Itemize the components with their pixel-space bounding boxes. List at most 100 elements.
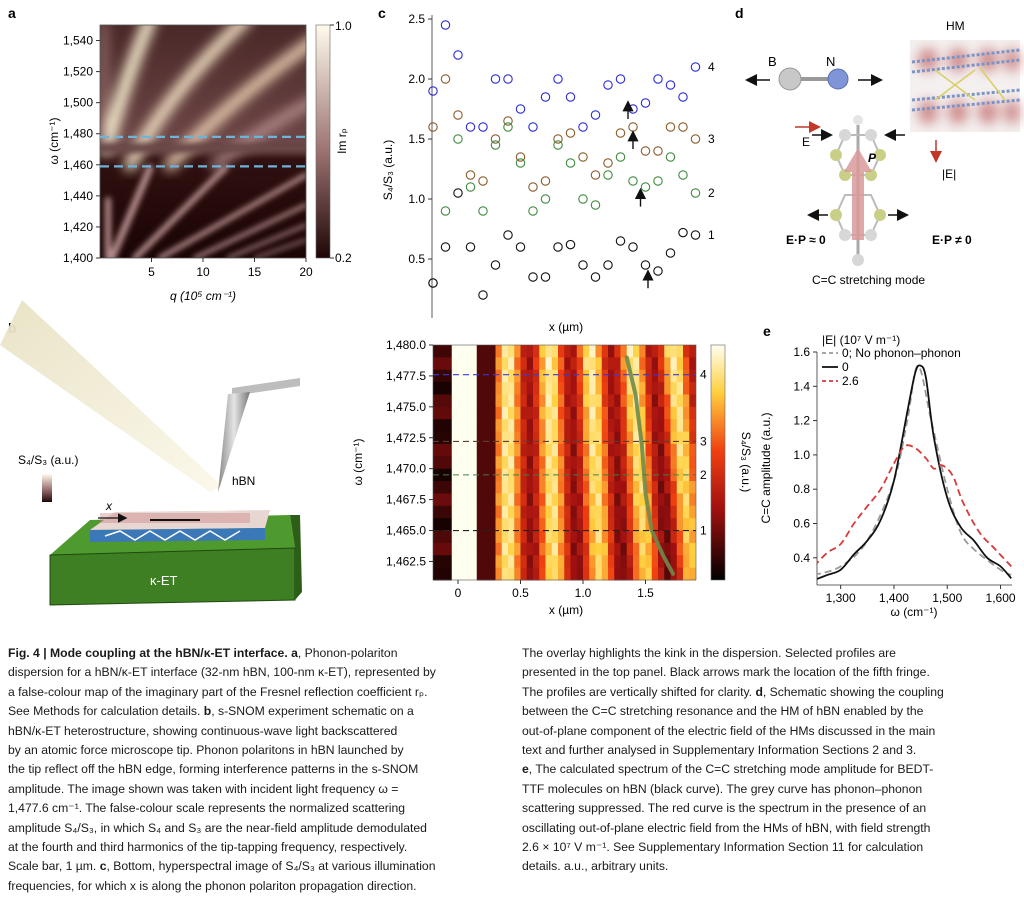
- spectrum-y-axis: 0.4 0.6 0.8 1.0 1.2 1.4 1.6: [793, 345, 817, 565]
- heatmap-cell: [670, 555, 678, 569]
- heatmap-cell: [483, 505, 490, 519]
- profile-point: [528, 206, 538, 216]
- heatmap-cell: [483, 443, 490, 457]
- heatmap-cell: [620, 493, 628, 507]
- heatmap-cell: [595, 493, 603, 507]
- heatmap-cell: [458, 456, 465, 470]
- heatmap-cell: [458, 406, 465, 420]
- heatmap-cell: [551, 345, 559, 358]
- spectrum-x-axis: 1,300 1,400 1,500 1,600: [826, 585, 1016, 605]
- heatmap-cell: [545, 394, 553, 408]
- heatmap-cell: [595, 382, 603, 395]
- heatmap-cell: [439, 542, 446, 556]
- heatmap-cell: [551, 530, 559, 544]
- profile-point: [628, 176, 638, 186]
- heatmap-cell: [689, 542, 696, 556]
- heatmap-cell: [639, 518, 646, 532]
- heatmap-cell: [651, 555, 659, 569]
- heatmap-cell: [608, 505, 615, 519]
- heatmap-cell: [570, 456, 578, 470]
- heatmap-cell: [645, 431, 653, 445]
- heatmap-cell: [520, 493, 528, 507]
- heatmap-cell: [451, 345, 459, 358]
- heatmap-cell: [514, 406, 521, 420]
- heatmap-cell: [551, 481, 559, 494]
- heatmap-cell: [620, 530, 628, 544]
- heatmap-cell: [570, 493, 578, 507]
- caption-line: dispersion for a hBN/κ-ET interface (32-…: [8, 663, 436, 682]
- heatmap-cell: [633, 456, 640, 470]
- heatmap-cell: [670, 530, 678, 544]
- heatmap-cell: [670, 419, 678, 433]
- caption-text: , The calculated spectrum of the C=C str…: [528, 762, 934, 777]
- afm-tip: [218, 392, 250, 492]
- y-tick-label: 0.6: [793, 517, 810, 531]
- caption-text: The overlay highlights the kink in the d…: [522, 646, 896, 660]
- heatmap-cell: [451, 406, 459, 420]
- heatmap-cell: [501, 345, 509, 358]
- caption-line: The overlay highlights the kink in the d…: [522, 644, 944, 663]
- heatmap-cell: [539, 542, 546, 556]
- heatmap-cell: [589, 493, 596, 507]
- heatmap-cell: [433, 542, 440, 556]
- heatmap-cell: [614, 431, 621, 445]
- profile-point: [453, 50, 463, 60]
- profile-point: [553, 242, 563, 252]
- heatmap-cell: [514, 419, 521, 433]
- heatmap-cell: [558, 406, 565, 420]
- atom-n-label: N: [826, 54, 835, 69]
- heatmap-cell: [558, 369, 565, 383]
- heatmap-cell: [664, 530, 671, 544]
- heatmap-cell: [626, 505, 634, 519]
- heatmap-cell: [620, 394, 628, 408]
- heatmap-cell: [433, 505, 440, 519]
- heatmap-cell: [533, 431, 540, 445]
- heatmap-cell: [501, 456, 509, 470]
- caption-line: See Methods for calculation details. b, …: [8, 702, 436, 721]
- caption-text: Scale bar, 1 µm.: [8, 859, 100, 874]
- heatmap-cell: [533, 518, 540, 532]
- heatmap-cell: [526, 443, 534, 457]
- heatmap-cell: [689, 481, 696, 494]
- panel-e: e 0.40.60.81.01.21.41.6 1,300 1,400 1,500 1…: [759, 323, 1016, 619]
- heatmap-cell: [576, 382, 584, 395]
- heatmap-cell: [676, 555, 684, 569]
- profile-points: [428, 20, 701, 300]
- heatmap-cell: [433, 431, 440, 445]
- heatmap-cell: [451, 357, 459, 371]
- heatmap-cell: [489, 468, 496, 482]
- heatmap-cell: [576, 505, 584, 519]
- heatmap-cell: [614, 357, 621, 371]
- heatmap-cell: [514, 518, 521, 532]
- heatmap-cell: [664, 493, 671, 507]
- heatmap-cell: [595, 456, 603, 470]
- heatmap-cell: [689, 369, 696, 383]
- heatmap-cell: [645, 394, 653, 408]
- heatmap-cell: [576, 555, 584, 569]
- heatmap-cell: [545, 456, 553, 470]
- heatmap-cell: [558, 419, 565, 433]
- heatmap-cell: [676, 369, 684, 383]
- panel-b: b x hBN κ-ET S₄/S₃ (a.u.): [0, 300, 302, 606]
- heatmap-cell: [576, 345, 584, 358]
- heatmap-cell: [489, 493, 496, 507]
- heatmap-cell: [451, 443, 459, 457]
- heatmap-cell: [483, 542, 490, 556]
- heatmap-cell: [489, 481, 496, 494]
- heatmap-cell: [676, 456, 684, 470]
- heatmap-cell: [614, 493, 621, 507]
- heatmap-cell: [595, 345, 603, 358]
- y-tick-label: 2.0: [408, 72, 425, 86]
- heatmap-cell: [476, 369, 484, 383]
- heatmap-cell: [433, 394, 440, 408]
- spectrum-x-label: ω (cm⁻¹): [890, 605, 937, 619]
- heatmap-cell: [526, 481, 534, 494]
- x-tick-label: 1,300: [826, 591, 856, 605]
- heatmap-cell: [608, 345, 615, 358]
- heatmap-cell: [558, 555, 565, 569]
- heatmap-cell: [658, 382, 665, 395]
- hbn-label: hBN: [232, 474, 255, 488]
- heatmap-cell: [558, 345, 565, 358]
- heatmap-cell: [589, 481, 596, 494]
- heatmap-cell: [620, 431, 628, 445]
